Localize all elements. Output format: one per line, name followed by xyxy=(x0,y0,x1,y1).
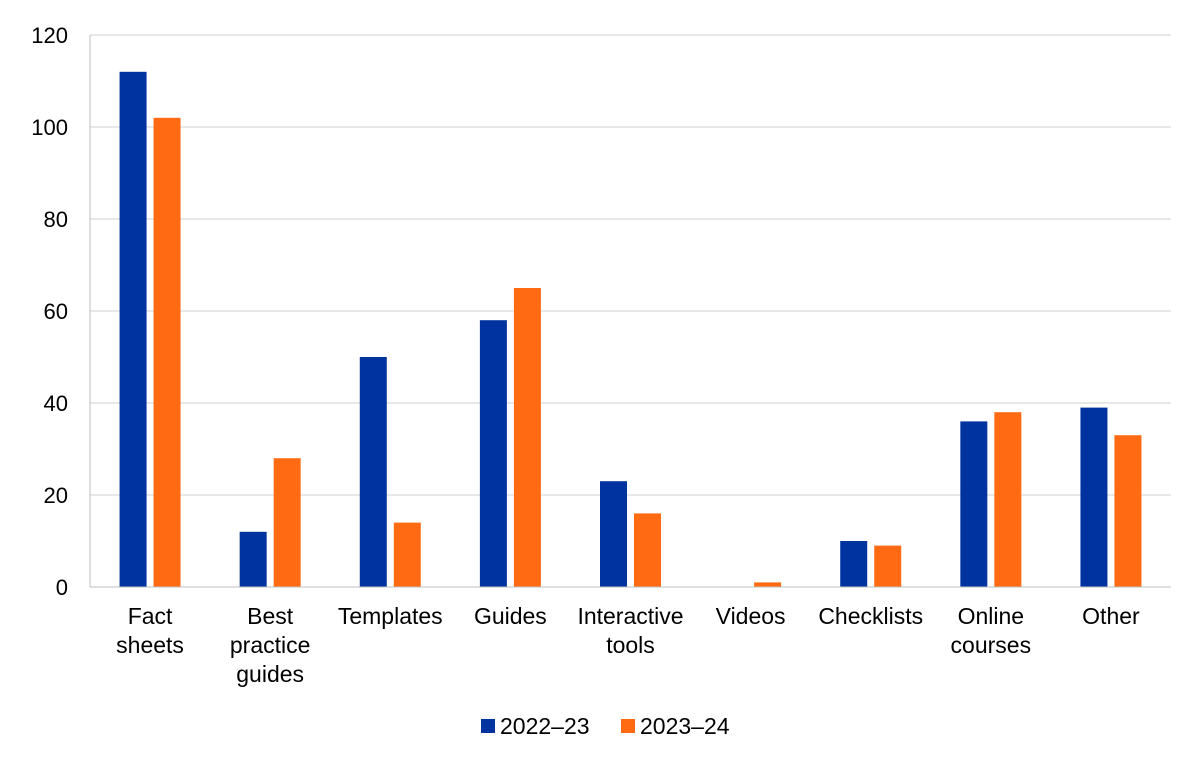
category-label: Fact xyxy=(128,603,173,629)
bar xyxy=(359,357,387,587)
category-labels: Fact sheets Best practice guides Templates Gui… xyxy=(116,603,1140,687)
legend-swatch xyxy=(621,719,635,733)
bar xyxy=(754,582,782,587)
bar xyxy=(513,288,541,587)
legend-label: 2023–24 xyxy=(640,713,730,739)
y-tick-label: 100 xyxy=(31,115,68,140)
bar xyxy=(960,421,988,587)
bar xyxy=(153,117,181,588)
legend-label: 2022–23 xyxy=(500,713,590,739)
category-label: guides xyxy=(236,661,304,687)
category-label: Guides xyxy=(474,603,547,629)
category-label: tools xyxy=(606,632,655,658)
gridlines xyxy=(90,34,1171,496)
category-label: Templates xyxy=(338,603,443,629)
bar xyxy=(119,71,147,588)
category-label: Best xyxy=(247,603,294,629)
bar xyxy=(1114,435,1142,587)
bar xyxy=(1080,407,1108,587)
category-label: practice xyxy=(230,632,311,658)
y-tick-label: 0 xyxy=(56,575,68,600)
axes xyxy=(89,35,1171,588)
y-tick-label: 120 xyxy=(31,23,68,48)
category-label: sheets xyxy=(116,632,184,658)
bars xyxy=(119,71,1142,588)
category-label: Interactive xyxy=(577,603,683,629)
legend: 2022–23 2023–24 xyxy=(481,713,730,739)
y-tick-label: 40 xyxy=(44,391,68,416)
bar xyxy=(994,412,1022,587)
y-tick-label: 20 xyxy=(44,483,68,508)
bar xyxy=(239,531,267,587)
category-label: Videos xyxy=(716,603,786,629)
legend-swatch xyxy=(481,719,495,733)
bar xyxy=(634,513,661,587)
bar xyxy=(273,458,301,587)
category-label: courses xyxy=(951,632,1032,658)
y-tick-label: 80 xyxy=(44,207,68,232)
bar xyxy=(600,481,627,587)
bar xyxy=(393,522,421,587)
bar xyxy=(840,541,868,587)
bar xyxy=(479,320,507,587)
category-label: Online xyxy=(958,603,1024,629)
y-tick-label: 60 xyxy=(44,299,68,324)
bar xyxy=(874,545,902,587)
y-tick-labels: 0 20 40 60 80 100 120 xyxy=(31,23,68,600)
category-label: Other xyxy=(1082,603,1140,629)
category-label: Checklists xyxy=(818,603,923,629)
